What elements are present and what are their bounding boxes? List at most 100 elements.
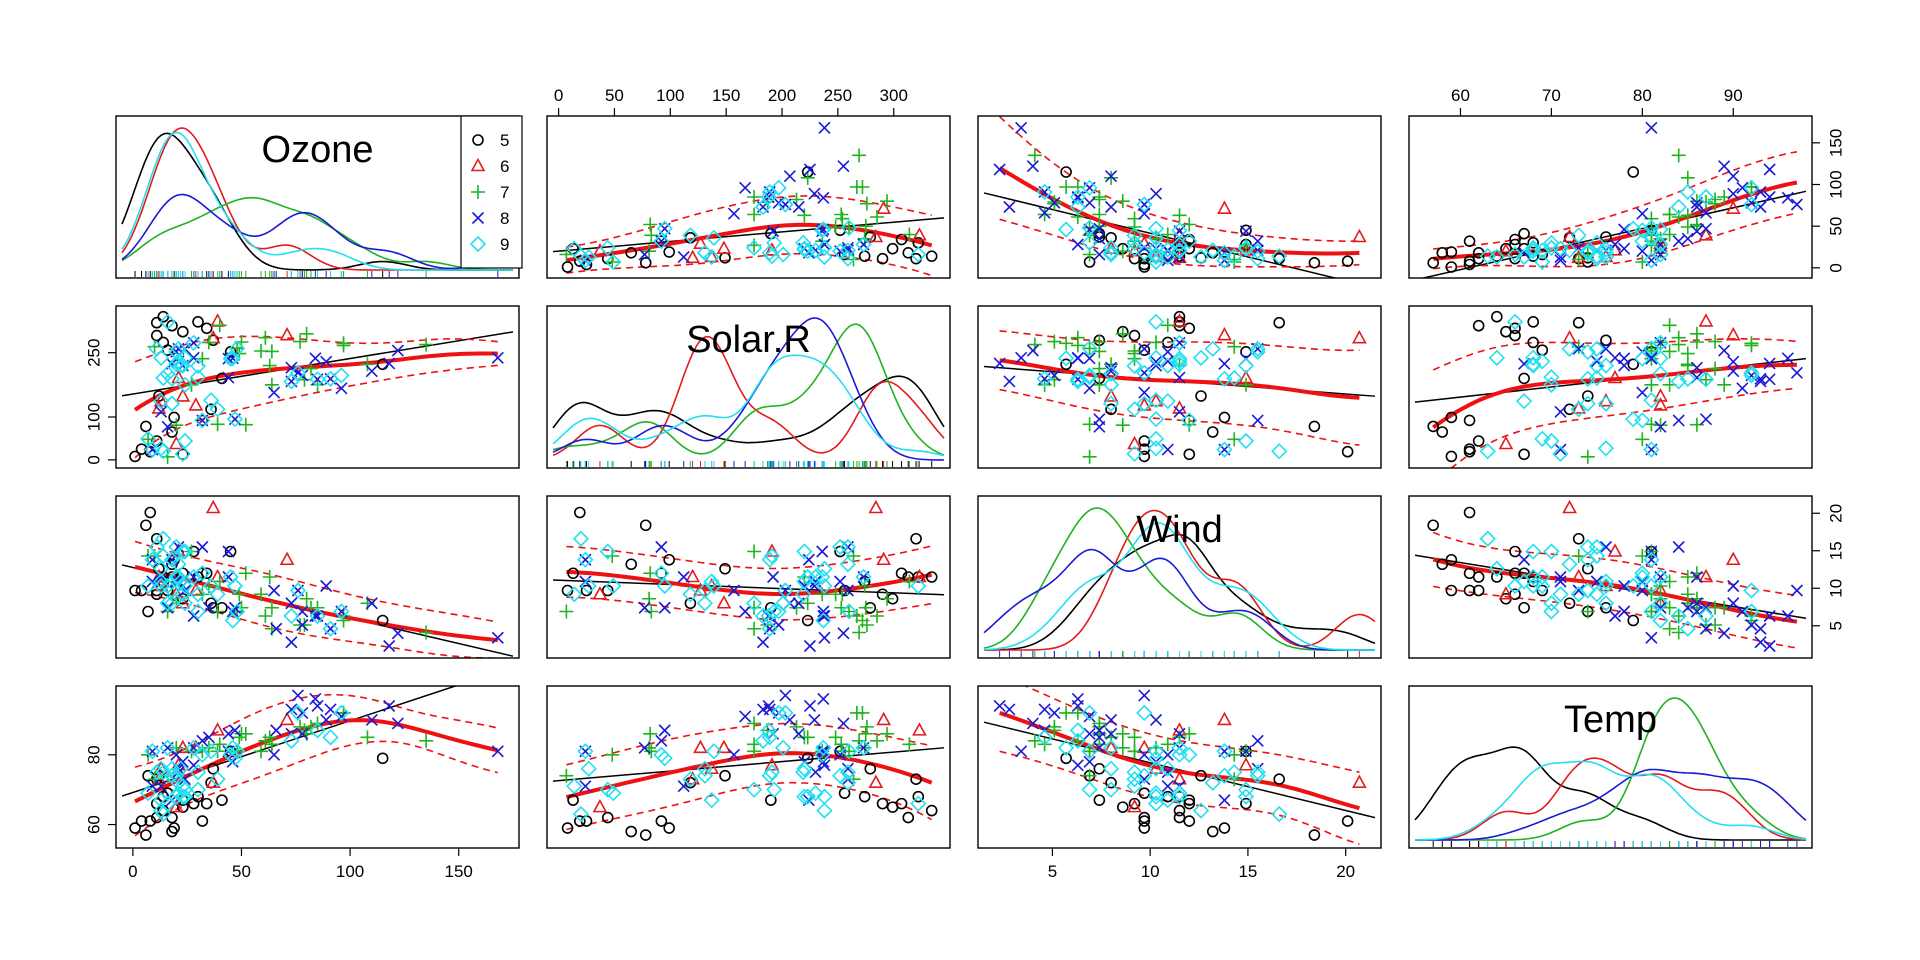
- point-Wind-Temp-111: [1543, 543, 1560, 560]
- y-tick-label-Solar.R-0: 0: [85, 455, 104, 464]
- point-Ozone-Temp-51: [1680, 208, 1695, 223]
- point-Temp-Wind-6: [1218, 822, 1231, 834]
- point-Solar.R-Wind-53: [1115, 326, 1130, 341]
- point-Solar.R-Wind-76: [993, 357, 1006, 370]
- x-tick-label-Ozone-0: 0: [128, 862, 137, 881]
- point-Ozone-Wind-64: [1083, 196, 1096, 209]
- point-Temp-Wind-116: [1204, 774, 1221, 791]
- point-Solar.R-Ozone-63: [161, 420, 174, 433]
- point-Solar.R-Wind-110: [1081, 340, 1098, 357]
- panel-frame-1-1: [546, 305, 951, 469]
- point-Ozone-Wind-39: [1160, 227, 1175, 242]
- point-Ozone-Wind-54: [1104, 170, 1119, 185]
- point-Wind-Solar.R-32: [592, 586, 608, 600]
- panel-Temp-vs-Wind: [993, 689, 1367, 841]
- point-Temp-Ozone-98: [159, 739, 176, 756]
- point-Ozone-Temp-110: [1643, 219, 1660, 236]
- point-Wind-Temp-28: [1698, 568, 1714, 583]
- point-Wind-Solar.R-84: [655, 540, 668, 554]
- point-Temp-Ozone-118: [224, 739, 241, 756]
- point-Ozone-Solar.R-120: [745, 239, 763, 256]
- point-Wind-Temp-125: [1697, 607, 1715, 625]
- point-Ozone-Wind-27: [1217, 200, 1232, 214]
- point-Ozone-Temp-129: [1634, 233, 1651, 250]
- legend-symbol-9: [469, 235, 487, 253]
- point-Wind-Temp-102: [1534, 577, 1551, 595]
- point-Temp-Solar.R-114: [839, 764, 857, 781]
- point-Solar.R-Temp-118: [1652, 350, 1669, 367]
- panel-frame-1-2: [977, 305, 1382, 469]
- point-Ozone-Solar.R-42: [855, 180, 870, 194]
- point-Ozone-Temp-77: [1781, 191, 1794, 204]
- point-Ozone-Temp-6: [1445, 246, 1458, 258]
- point-Temp-Wind-102: [1147, 785, 1165, 802]
- point-Solar.R-Temp-22: [1518, 448, 1530, 461]
- density-curve-Temp-group-9: [1415, 760, 1807, 841]
- point-Wind-Temp-11: [1527, 575, 1540, 588]
- point-Solar.R-Wind-7: [1341, 445, 1354, 458]
- legend-symbol-8: [471, 211, 485, 225]
- point-Wind-Temp-27: [1725, 551, 1741, 566]
- fits-Solar.R-vs-Temp: [1414, 338, 1807, 468]
- point-Temp-Solar.R-61: [644, 744, 659, 759]
- point-Wind-Solar.R-105: [763, 547, 781, 565]
- spread-lower-Ozone-Temp: [1433, 212, 1798, 270]
- legend-symbol-7: [471, 185, 485, 199]
- point-Temp-Wind-82: [1038, 703, 1051, 716]
- point-Wind-Solar.R-52: [559, 604, 574, 619]
- point-Wind-Temp-32: [1498, 586, 1514, 600]
- point-Ozone-Solar.R-10: [876, 252, 889, 265]
- point-Temp-Solar.R-13: [925, 804, 938, 817]
- point-Solar.R-Ozone-128: [226, 411, 244, 428]
- point-Wind-Ozone-132: [170, 568, 187, 586]
- point-Temp-Wind-92: [1161, 780, 1174, 793]
- point-Wind-Temp-18: [1445, 584, 1458, 597]
- point-Temp-Ozone-128: [226, 750, 244, 767]
- point-Ozone-Solar.R-38: [747, 207, 762, 222]
- point-Ozone-Temp-83: [1699, 222, 1713, 235]
- point-Solar.R-Ozone-46: [141, 432, 156, 447]
- point-Ozone-Solar.R-53: [880, 194, 895, 209]
- point-Solar.R-Wind-104: [1081, 369, 1098, 386]
- point-Temp-Solar.R-2: [719, 769, 731, 782]
- point-Wind-Temp-117: [1597, 573, 1615, 590]
- point-Solar.R-Temp-69: [1727, 365, 1740, 378]
- point-Wind-Temp-7: [1463, 506, 1476, 519]
- point-Temp-Wind-10: [1128, 797, 1141, 810]
- point-Temp-Ozone-76: [383, 699, 396, 713]
- point-Ozone-Wind-126: [1069, 198, 1086, 216]
- point-Wind-Solar.R-47: [842, 604, 857, 619]
- regression-line-Temp-Solar.R: [552, 747, 945, 782]
- point-Temp-Solar.R-11: [858, 790, 871, 803]
- point-Wind-Solar.R-10: [876, 588, 889, 601]
- point-Temp-Wind-27: [1217, 711, 1232, 726]
- point-Wind-Solar.R-81: [756, 636, 770, 649]
- point-Ozone-Solar.R-27: [876, 200, 892, 214]
- point-Wind-Temp-88: [1572, 584, 1585, 597]
- point-Wind-Solar.R-45: [747, 544, 762, 559]
- point-Solar.R-Temp-120: [1543, 376, 1560, 393]
- point-Ozone-Wind-49: [1070, 210, 1085, 224]
- point-Ozone-Wind-66: [1038, 206, 1051, 219]
- point-Ozone-Solar.R-60: [835, 211, 850, 226]
- point-Wind-Ozone-7: [144, 506, 157, 519]
- point-Ozone-Wind-15: [1308, 257, 1321, 269]
- point-Ozone-Wind-56: [1182, 217, 1197, 232]
- point-Temp-Ozone-34: [153, 760, 169, 775]
- point-Solar.R-Temp-50: [1698, 372, 1713, 387]
- point-Solar.R-Temp-87: [1590, 355, 1603, 368]
- point-Ozone-Temp-68: [1727, 187, 1740, 200]
- point-Solar.R-Wind-109: [1216, 441, 1233, 458]
- point-Temp-Solar.R-127: [761, 729, 778, 746]
- point-Temp-Solar.R-104: [766, 781, 783, 798]
- point-Temp-Ozone-67: [391, 717, 404, 730]
- point-Solar.R-Ozone-69: [365, 365, 378, 378]
- point-Wind-Solar.R-107: [799, 568, 816, 586]
- point-Ozone-Solar.R-99: [816, 248, 833, 266]
- point-Wind-Solar.R-63: [638, 601, 651, 614]
- point-Solar.R-Temp-26: [1653, 397, 1668, 411]
- point-Temp-Wind-132: [1171, 785, 1188, 802]
- point-Solar.R-Wind-22: [1183, 448, 1196, 461]
- point-Wind-Temp-48: [1653, 579, 1668, 593]
- point-Temp-Solar.R-126: [754, 732, 772, 749]
